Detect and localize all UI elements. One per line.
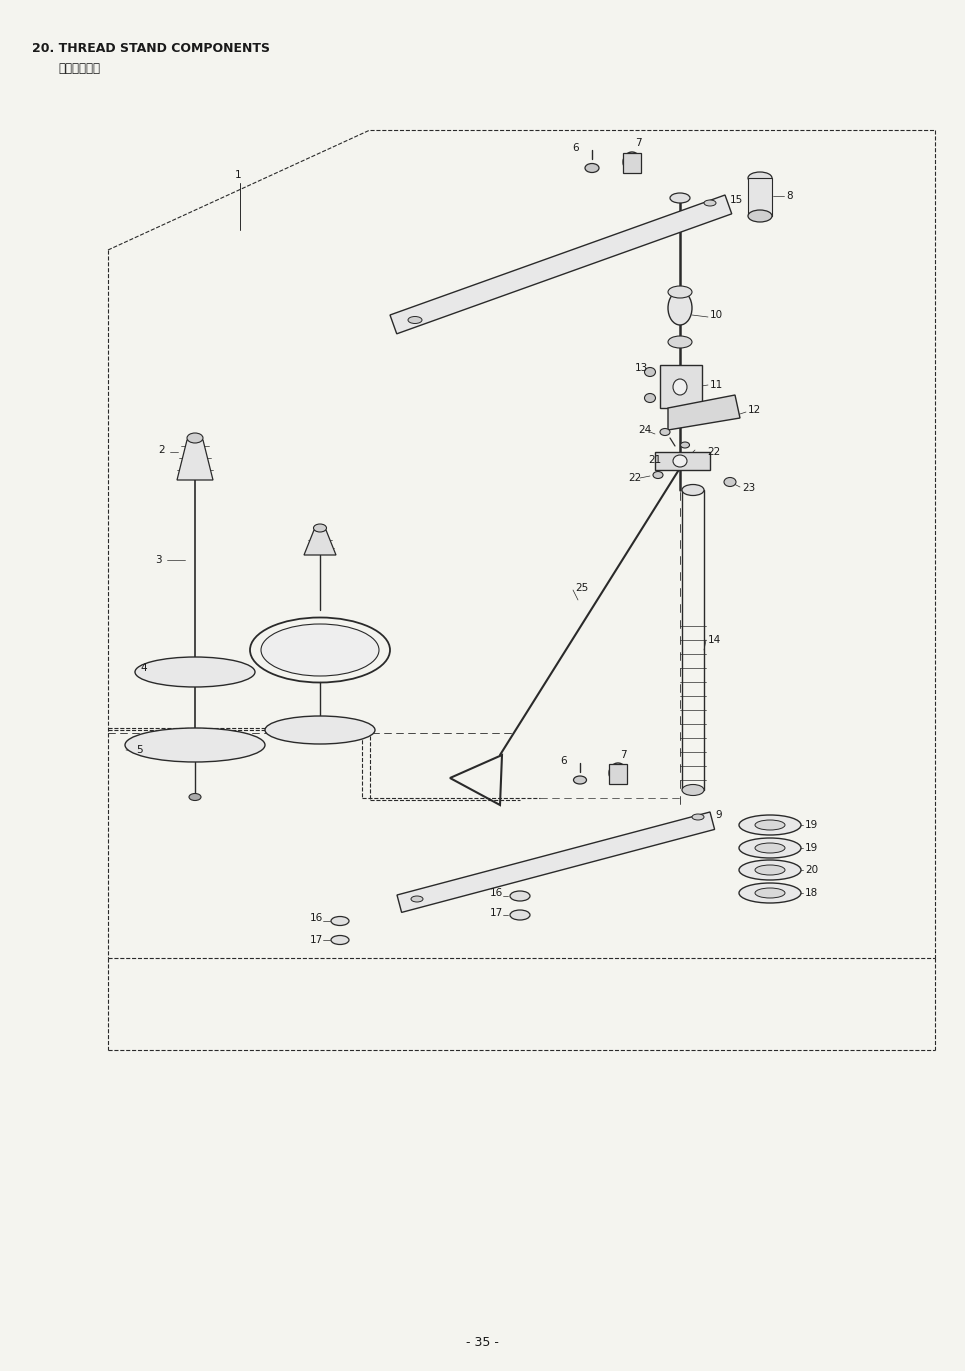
Ellipse shape	[585, 163, 599, 173]
Text: 糸立裝置関係: 糸立裝置関係	[58, 62, 100, 74]
Text: 22: 22	[628, 473, 642, 483]
Text: 23: 23	[742, 483, 756, 494]
Ellipse shape	[682, 484, 704, 495]
Text: 21: 21	[648, 455, 661, 465]
Ellipse shape	[573, 776, 587, 784]
Text: 8: 8	[786, 191, 792, 202]
Ellipse shape	[135, 657, 255, 687]
Text: 2: 2	[158, 446, 165, 455]
Text: 17: 17	[490, 908, 504, 919]
Ellipse shape	[739, 814, 801, 835]
Text: 1: 1	[235, 170, 241, 180]
Ellipse shape	[739, 883, 801, 903]
Ellipse shape	[668, 291, 692, 325]
Text: 13: 13	[635, 363, 648, 373]
Text: 11: 11	[710, 380, 723, 389]
Ellipse shape	[653, 472, 663, 478]
Bar	[748, 178, 772, 217]
Text: 18: 18	[805, 888, 818, 898]
Text: 7: 7	[620, 750, 626, 760]
Ellipse shape	[668, 336, 692, 348]
Text: 5: 5	[136, 744, 143, 755]
Text: 9: 9	[715, 810, 722, 820]
Polygon shape	[397, 812, 715, 912]
Ellipse shape	[755, 888, 785, 898]
Polygon shape	[655, 452, 710, 470]
Text: 19: 19	[805, 820, 818, 829]
Text: 25: 25	[575, 583, 589, 594]
Text: 12: 12	[748, 404, 761, 415]
Ellipse shape	[125, 728, 265, 762]
Ellipse shape	[331, 916, 349, 925]
Ellipse shape	[755, 865, 785, 875]
Ellipse shape	[314, 524, 326, 532]
Text: 20. THREAD STAND COMPONENTS: 20. THREAD STAND COMPONENTS	[32, 41, 270, 55]
Polygon shape	[668, 395, 740, 430]
Ellipse shape	[411, 897, 423, 902]
Polygon shape	[660, 365, 702, 409]
Text: 7: 7	[635, 138, 642, 148]
Polygon shape	[390, 195, 731, 333]
Text: 17: 17	[310, 935, 323, 945]
Ellipse shape	[265, 716, 375, 744]
Ellipse shape	[755, 843, 785, 853]
Text: 6: 6	[561, 755, 567, 766]
Ellipse shape	[668, 287, 692, 298]
Ellipse shape	[755, 820, 785, 829]
Text: 10: 10	[710, 310, 723, 319]
Ellipse shape	[739, 860, 801, 880]
Ellipse shape	[748, 171, 772, 184]
Ellipse shape	[187, 433, 203, 443]
Polygon shape	[623, 154, 641, 173]
Polygon shape	[609, 764, 627, 784]
Ellipse shape	[645, 367, 655, 377]
Ellipse shape	[189, 794, 201, 801]
Ellipse shape	[645, 393, 655, 403]
Text: - 35 -: - 35 -	[465, 1335, 499, 1349]
Text: 6: 6	[572, 143, 579, 154]
Ellipse shape	[704, 200, 716, 206]
Text: 24: 24	[638, 425, 651, 435]
Text: 20: 20	[805, 865, 818, 875]
Ellipse shape	[748, 210, 772, 222]
Text: 22: 22	[706, 447, 720, 457]
Text: 14: 14	[708, 635, 721, 644]
Ellipse shape	[510, 891, 530, 901]
Ellipse shape	[680, 441, 690, 448]
Text: 19: 19	[805, 843, 818, 853]
Ellipse shape	[331, 935, 349, 945]
Ellipse shape	[682, 784, 704, 795]
Ellipse shape	[692, 814, 704, 820]
Text: 15: 15	[730, 195, 743, 206]
Ellipse shape	[739, 838, 801, 858]
Text: 16: 16	[310, 913, 323, 923]
Text: 4: 4	[140, 664, 147, 673]
Ellipse shape	[408, 317, 422, 324]
Ellipse shape	[261, 624, 379, 676]
Ellipse shape	[673, 378, 687, 395]
Ellipse shape	[510, 910, 530, 920]
Ellipse shape	[673, 455, 687, 468]
Polygon shape	[304, 531, 336, 555]
Text: 16: 16	[490, 888, 504, 898]
Ellipse shape	[724, 477, 736, 487]
Text: 3: 3	[155, 555, 161, 565]
Ellipse shape	[660, 429, 670, 436]
Ellipse shape	[670, 193, 690, 203]
Polygon shape	[177, 440, 213, 480]
